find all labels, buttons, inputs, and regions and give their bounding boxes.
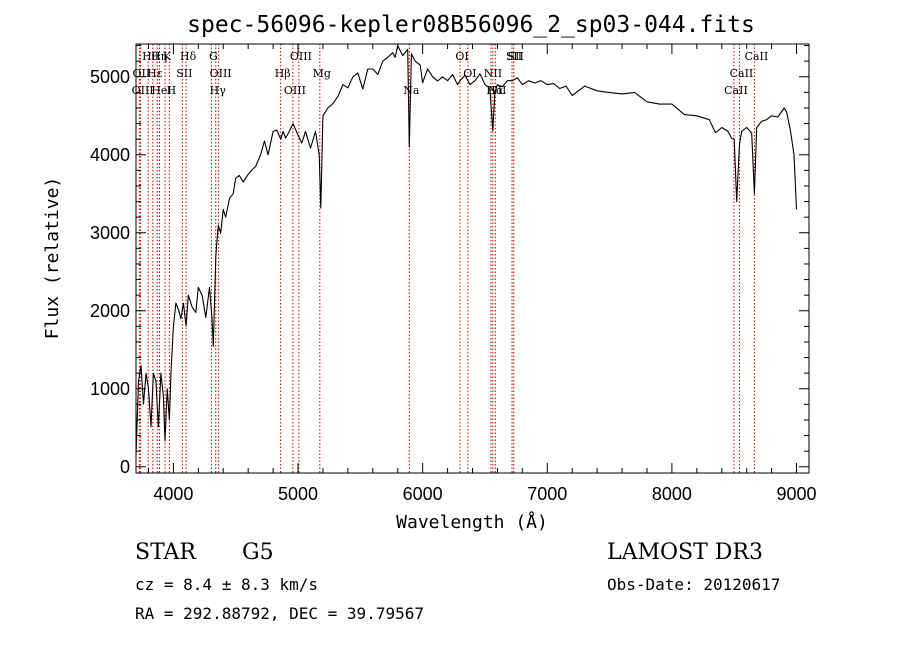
chart-title: spec-56096-kepler08B56096_2_sp03-044.fit… [187,12,755,38]
cz-text: cz = 8.4 ± 8.3 km/s [135,575,319,594]
line-marker-label-3: K [163,50,172,63]
line-marker-label-21: SII [506,50,522,63]
line-marker-label-20: Hα [486,84,504,97]
line-marker-labels: Hθ OII OIII KHε HeI Hη SII H Hδ OIII Hγ G Hβ OIII OIII… [132,50,769,97]
y-tick-label-4: 4000 [90,145,130,165]
y-axis-ticks: 0 1000 2000 3000 4000 5000 [90,45,809,477]
line-marker-label-23: NII [488,84,506,97]
line-marker-label-15: OIII [290,50,312,63]
x-tick-label-5: 9000 [777,484,817,504]
line-marker-label-0: Hθ [142,50,159,63]
line-marker-label-5: HeI [151,84,171,97]
x-tick-label-3: 7000 [527,484,567,504]
series-line-0 [135,45,798,455]
x-axis-label: Wavelength (Å) [396,511,548,533]
x-axis-ticks: 4000 5000 6000 7000 8000 9000 [147,44,817,504]
line-marker-label-7: SII [176,67,192,80]
line-marker-label-26: CaII [724,84,748,97]
line-marker-label-22: NII [484,67,502,80]
x-tick-label-4: 8000 [652,484,692,504]
y-tick-label-1: 1000 [90,379,130,399]
series-layer [135,45,798,455]
line-marker-label-16: Mg [313,67,331,80]
class-label: STAR [135,540,196,565]
x-tick-label-0: 4000 [153,484,193,504]
line-marker-label-8: H [167,84,177,97]
line-marker-label-27: CaII [745,50,769,63]
line-marker-label-1: OII [133,67,151,80]
line-marker-label-18: OI [455,50,468,63]
line-marker-label-4: Hε [147,67,163,80]
y-tick-label-0: 0 [120,457,130,477]
line-marker-label-13: Hβ [275,67,291,80]
line-marker-label-2: OIII [132,84,154,97]
line-marker-label-17: Na [403,84,420,97]
line-marker-label-10: OIII [210,67,232,80]
x-tick-label-2: 6000 [403,484,443,504]
line-marker-label-9: Hδ [180,50,197,63]
line-marker-label-24: SII [508,50,524,63]
survey-label: LAMOST DR3 [607,540,763,565]
obs-date: Obs-Date: 20120617 [607,575,781,594]
spectrum-chart: spec-56096-kepler08B56096_2_sp03-044.fit… [42,12,817,533]
subclass-label: G5 [242,540,274,565]
y-tick-label-5: 5000 [90,67,130,87]
line-marker-label-25: CaII [730,67,754,80]
y-tick-label-3: 3000 [90,223,130,243]
y-tick-label-2: 2000 [90,301,130,321]
y-axis-label: Flux (relative) [42,177,63,340]
plot-frame [135,43,810,474]
x-tick-label-1: 5000 [278,484,318,504]
coordinates: RA = 292.88792, DEC = 39.79567 [135,604,424,623]
line-marker-label-11: Hγ [210,84,227,97]
line-marker-label-12: G [209,50,218,63]
line-marker-label-6: Hη [151,50,167,63]
line-marker-label-14: OIII [284,84,306,97]
line-marker-label-19: OI [463,67,476,80]
line-markers [138,44,755,473]
